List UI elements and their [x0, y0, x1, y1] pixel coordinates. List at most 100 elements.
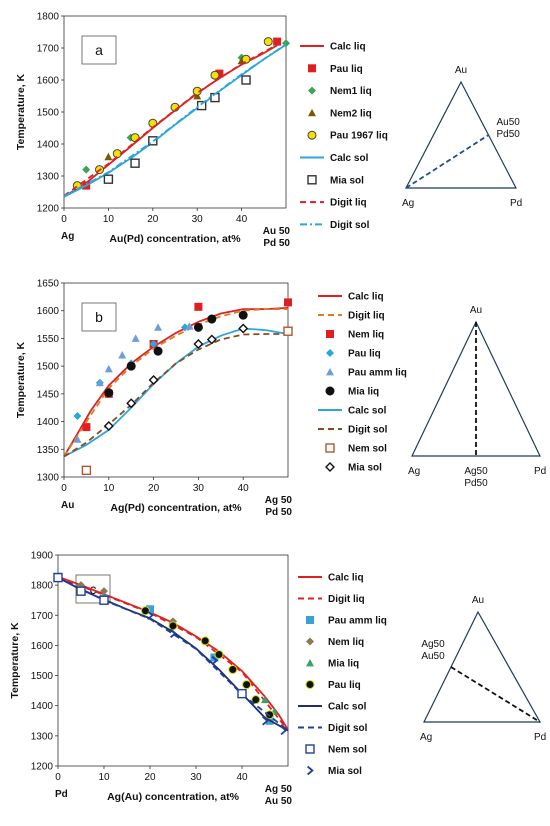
- ternary-composition-line: [405, 134, 489, 189]
- y-tick-label: 1500: [37, 108, 60, 119]
- panel-label-box: [81, 35, 117, 65]
- x-tick-label: 30: [193, 483, 205, 494]
- series-pau-1967-liq-point: [263, 37, 273, 47]
- legend-calc-liq-label: Calc liq: [328, 573, 364, 584]
- panel-label: b: [95, 309, 103, 325]
- ternary-composition-label: Au50: [421, 651, 445, 662]
- x-left-label: Au: [61, 500, 74, 511]
- y-tick-label: 1300: [37, 172, 60, 183]
- x-tick-label: 40: [236, 772, 248, 783]
- y-tick-label: 1600: [37, 306, 60, 317]
- x-tick-label: 40: [238, 483, 250, 494]
- x-left-label: Pd: [55, 789, 68, 800]
- ternary-composition-label: Au50: [497, 117, 521, 128]
- x-right-label: Ag 50: [265, 495, 293, 506]
- legend-mia-sol-label: Mia sol: [328, 766, 362, 777]
- y-tick-label: 1200: [37, 204, 60, 215]
- legend-nem-liq-label: Nem liq: [348, 330, 384, 341]
- series-pau-amm-liq-point: [73, 435, 82, 443]
- legend-pau-1967-liq-swatch: [307, 130, 317, 140]
- series-pau-amm-liq-point: [146, 605, 154, 614]
- series-mia-sol-point: [148, 375, 159, 385]
- x-tick-label: 10: [103, 483, 115, 494]
- legend-nem-sol-swatch: [325, 443, 335, 453]
- series-nem-sol-point: [237, 688, 247, 699]
- legend-pau-liq-swatch: [326, 349, 334, 357]
- y-axis-title: Temperature, K: [15, 73, 27, 150]
- series-mia-sol-point: [280, 725, 288, 736]
- series-mia-liq-point: [238, 310, 248, 320]
- ternary-composition-label: Ag50: [421, 639, 445, 650]
- series-mia-liq-point: [207, 314, 217, 324]
- series-mia-sol-point: [262, 716, 269, 726]
- series-nem-sol-point: [76, 586, 86, 596]
- legend-nem2-liq-swatch: [308, 108, 316, 117]
- legend-calc-sol-label: Calc sol: [330, 153, 369, 164]
- legend-mia-sol-label: Mia sol: [348, 463, 382, 474]
- series-nem1-liq-point: [82, 165, 91, 174]
- legend-calc-sol-label: Calc sol: [328, 702, 367, 713]
- series-calc-sol-line: [63, 327, 289, 458]
- legend-nem-sol-label: Nem sol: [348, 444, 387, 455]
- legend-digit-sol-label: Digit sol: [348, 425, 388, 436]
- series-pau-liq-point: [214, 649, 224, 659]
- series-nem-liq-point: [284, 298, 292, 307]
- legend-mia-sol-label: Mia sol: [330, 175, 364, 186]
- ternary-composition-line: [450, 666, 541, 723]
- series-pau-liq-point: [242, 680, 252, 690]
- x-right-label: Ag 50: [265, 784, 293, 795]
- legend-nem1-liq-swatch: [308, 86, 316, 95]
- x-tick-label: 40: [236, 214, 248, 225]
- series-pau-liq-point: [73, 412, 82, 421]
- legend-pau-amm-liq-label: Pau amm liq: [328, 616, 387, 627]
- y-tick-label: 1300: [37, 473, 60, 484]
- y-tick-label: 1550: [37, 334, 60, 345]
- series-pau-amm-liq-point: [104, 364, 113, 373]
- series-nem-liq-point: [82, 423, 91, 432]
- ternary-label-right: Pd: [534, 732, 546, 743]
- series-nem-liq-point: [100, 587, 108, 596]
- legend-calc-liq-label: Calc liq: [348, 292, 384, 303]
- legend-digit-liq-label: Digit liq: [328, 594, 365, 605]
- legend-nem-liq-swatch: [306, 637, 314, 646]
- legend-nem-sol-label: Nem sol: [328, 745, 367, 756]
- series-mia-sol-point: [196, 100, 207, 111]
- series-pau-liq-point: [149, 339, 158, 348]
- ternary-label-right: Pd: [534, 466, 546, 477]
- legend-nem-liq-label: Nem liq: [328, 637, 364, 648]
- panel-label: a: [95, 42, 103, 58]
- ternary-composition-label: Ag50: [464, 466, 488, 477]
- series-pau-liq-point: [273, 37, 282, 46]
- series-nem-sol-point: [99, 595, 109, 605]
- x-left-label: Ag: [61, 231, 74, 242]
- series-nem-sol-point: [283, 326, 293, 336]
- series-pau-liq-point: [215, 69, 224, 78]
- y-tick-label: 1400: [31, 701, 54, 712]
- series-group: [63, 37, 290, 198]
- panel-label-box: [81, 302, 117, 332]
- y-tick-label: 1600: [37, 76, 60, 87]
- series-nem-sol-point: [81, 465, 92, 476]
- legend-pau-liq-swatch: [308, 64, 316, 73]
- legend-pau-1967-liq-label: Pau 1967 liq: [330, 131, 388, 142]
- series-pau-amm-liq-point: [185, 322, 194, 330]
- ternary-label-top: Au: [455, 65, 467, 76]
- series-nem2-liq-point: [104, 152, 113, 161]
- x-tick-label: 0: [55, 772, 61, 783]
- ternary-label-left: Ag: [420, 732, 432, 743]
- x-axis-title: Ag(Pd) concentration, at%: [110, 502, 242, 514]
- y-tick-label: 1500: [37, 362, 60, 373]
- series-nem-sol-point: [53, 572, 63, 583]
- series-mia-sol-point: [147, 610, 154, 620]
- series-mia-liq-point: [104, 388, 114, 398]
- series-mia-sol-point: [103, 421, 114, 431]
- legend-mia-liq-swatch: [306, 659, 314, 667]
- series-mia-liq-point: [193, 322, 203, 332]
- x-right-label: Pd 50: [263, 238, 290, 249]
- series-mia-sol-point: [211, 655, 219, 666]
- legend-digit-sol-label: Digit sol: [328, 723, 368, 734]
- series-mia-sol-point: [206, 334, 217, 345]
- series-mia-liq-point: [126, 361, 136, 371]
